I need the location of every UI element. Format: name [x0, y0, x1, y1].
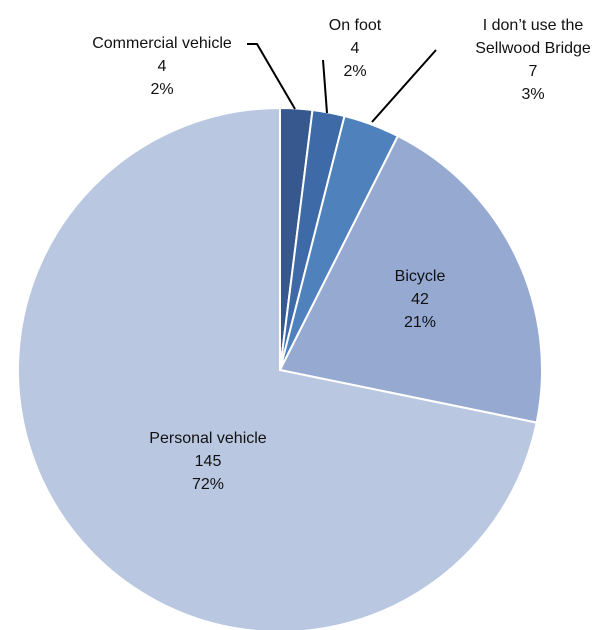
- slice-value-label: 7: [529, 63, 538, 80]
- slice-label-bicycle: Bicycle 42 21%: [395, 268, 446, 331]
- slice-value-label: 4: [158, 58, 167, 75]
- slices-layer: [17, 106, 543, 630]
- leader-line-on-foot: [322, 59, 328, 114]
- slice-value-label: 42: [411, 291, 429, 308]
- slice-category-label: Sellwood Bridge: [475, 40, 591, 57]
- slice-label-commercial-vehicle: Commercial vehicle 4 2%: [92, 35, 232, 98]
- slice-category-label: On foot: [329, 17, 382, 34]
- labels-layer: Commercial vehicle 4 2% On foot 4 2% I don’t u…: [92, 17, 591, 493]
- leader-line-i-don-t-use-the-sellwood-bridge: [371, 49, 437, 123]
- slice-category-label: Commercial vehicle: [92, 35, 232, 52]
- slice-label-i-don-t-use-the-sellwood-bridge: I don’t use the Sellwood Bridge 7 3%: [475, 17, 591, 103]
- slice-percent-label: 72%: [192, 476, 224, 493]
- pie-slice-bicycle: [278, 134, 543, 424]
- slice-percent-label: 3%: [521, 86, 544, 103]
- slice-value-label: 145: [195, 453, 222, 470]
- slice-percent-label: 21%: [404, 314, 436, 331]
- slice-category-label: Bicycle: [395, 268, 446, 285]
- slice-label-on-foot: On foot 4 2%: [329, 17, 382, 80]
- leader-line-commercial-vehicle: [247, 43, 296, 110]
- slice-category-label: Personal vehicle: [149, 430, 267, 447]
- leader-lines-layer: [247, 43, 437, 123]
- slice-category-label: I don’t use the: [483, 17, 584, 34]
- slice-percent-label: 2%: [150, 81, 173, 98]
- slice-label-personal-vehicle: Personal vehicle 145 72%: [149, 430, 267, 493]
- slice-value-label: 4: [351, 40, 360, 57]
- slice-percent-label: 2%: [343, 63, 366, 80]
- pie-slice-personal-vehicle: [17, 106, 538, 630]
